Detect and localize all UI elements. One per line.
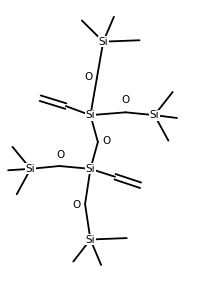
Text: O: O	[72, 200, 80, 210]
Text: O: O	[56, 150, 65, 160]
Text: Si: Si	[150, 110, 159, 120]
Text: Si: Si	[98, 37, 108, 47]
Text: Si: Si	[86, 164, 95, 174]
Text: Si: Si	[86, 110, 95, 120]
Text: Si: Si	[86, 235, 95, 245]
Text: Si: Si	[26, 164, 35, 174]
Text: O: O	[84, 72, 93, 82]
Text: O: O	[121, 95, 130, 105]
Text: O: O	[103, 136, 111, 147]
